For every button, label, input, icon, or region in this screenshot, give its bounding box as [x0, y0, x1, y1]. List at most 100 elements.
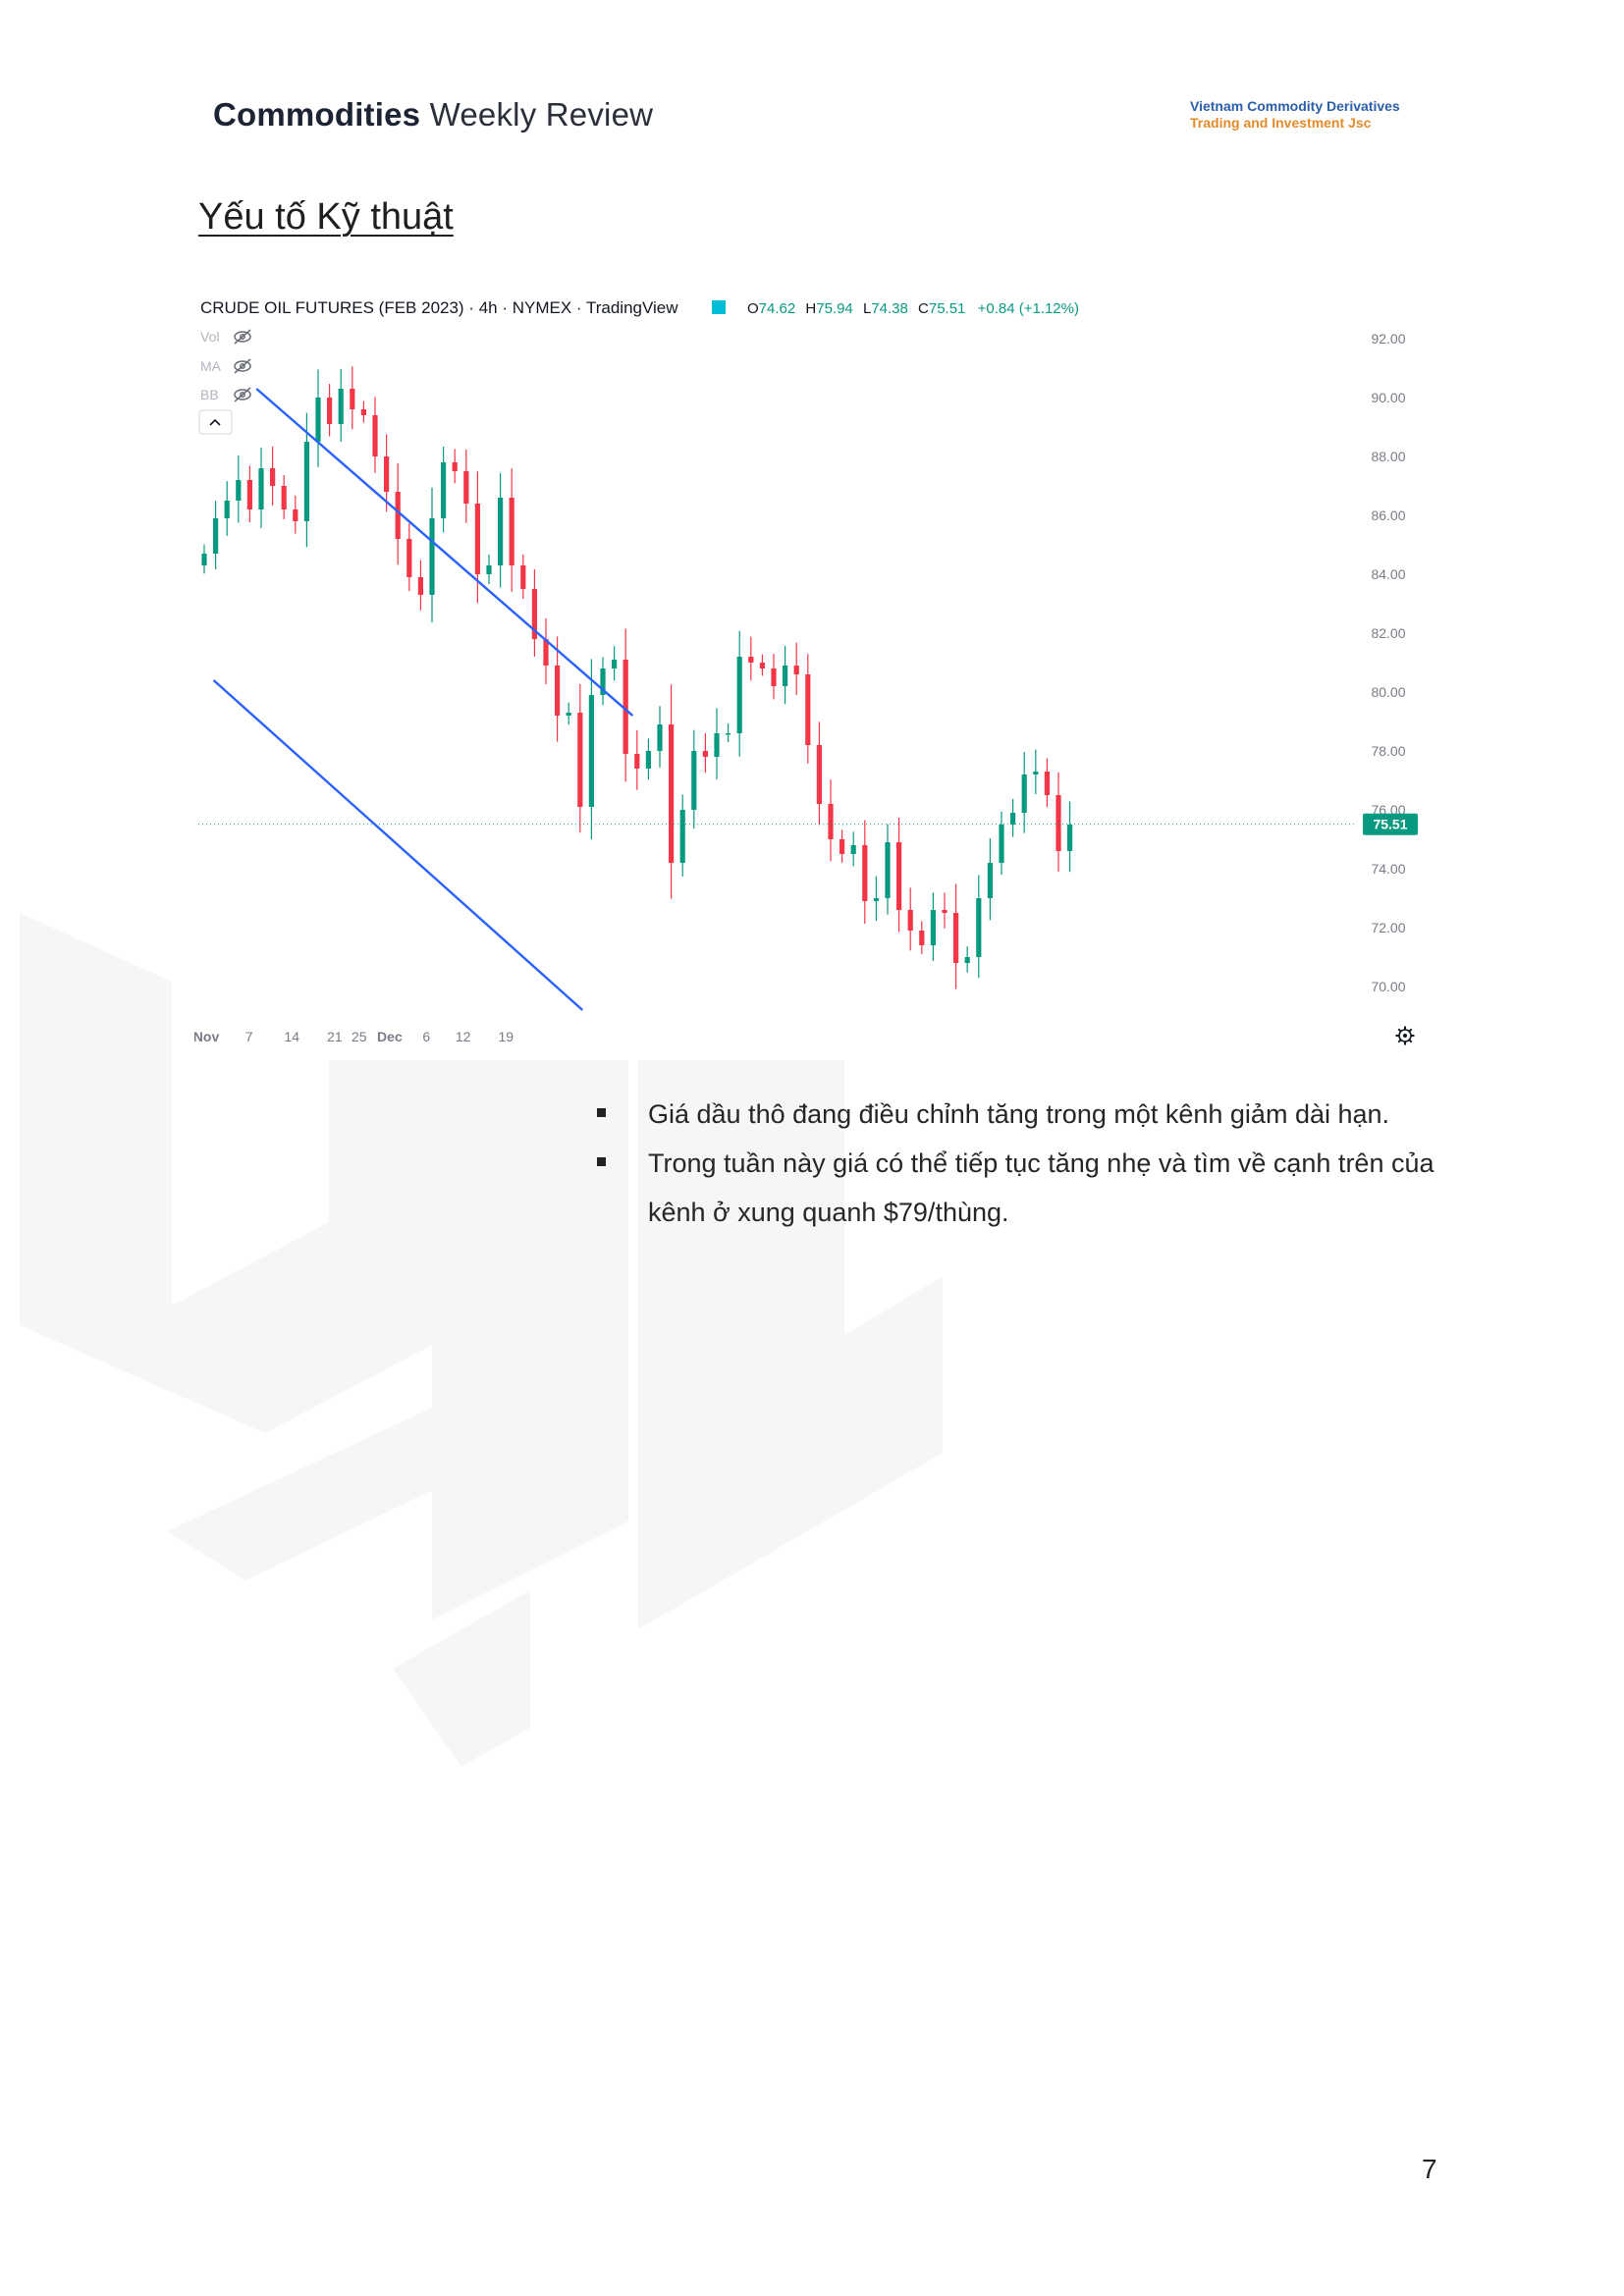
candle-body [885, 842, 891, 898]
candle-body [862, 845, 868, 901]
candle-body [907, 910, 913, 931]
eye-off-icon[interactable] [234, 358, 251, 374]
x-tick-label: 19 [498, 1029, 514, 1044]
candle-body [498, 498, 504, 565]
candle-body [543, 639, 549, 666]
x-tick-label: 7 [245, 1029, 253, 1044]
chart-title: CRUDE OIL FUTURES (FEB 2023) · 4h · NYME… [200, 298, 678, 317]
candle-body [1044, 772, 1050, 795]
candle-body [1056, 795, 1061, 851]
candle-body [1033, 772, 1039, 774]
section-title: Yếu tố Kỹ thuật [198, 196, 454, 238]
candle-body [771, 668, 777, 686]
ohlc-low: 74.38 [871, 300, 908, 317]
settings-gear-icon[interactable] [1395, 1026, 1415, 1045]
y-tick-label: 74.00 [1371, 861, 1405, 877]
square-bullet-icon [597, 1157, 606, 1166]
ohlc-close-label: C [918, 300, 929, 317]
company-name-line2: Trading and Investment Jsc [1190, 115, 1372, 131]
candle-body [486, 565, 492, 574]
candle-body [999, 825, 1004, 863]
candle-body [748, 657, 754, 663]
candle-body [953, 913, 959, 963]
ohlc-open: 74.62 [759, 300, 796, 317]
chevron-up-icon [209, 418, 221, 426]
candle-body [213, 518, 219, 554]
y-tick-label: 70.00 [1371, 979, 1405, 994]
candle-body [224, 501, 230, 518]
candle-body [793, 666, 799, 674]
candle-body [759, 663, 765, 668]
candle-body [816, 745, 822, 804]
candle-body [452, 462, 458, 471]
candle-body [327, 398, 333, 424]
candle-body [805, 674, 811, 745]
channel-line-upper [255, 388, 634, 717]
candle-body [270, 468, 276, 486]
bullet-text: Trong tuần này giá có thể tiếp tục tăng … [648, 1148, 1435, 1227]
bullet-item: Giá dầu thô đang điều chỉnh tăng trong m… [597, 1090, 1461, 1139]
collapse-indicators-button[interactable] [198, 409, 233, 435]
candle-body [474, 504, 480, 574]
candle-body [919, 931, 925, 945]
candle-body [645, 751, 651, 769]
x-tick-label: 25 [352, 1029, 367, 1044]
candle-body [555, 666, 561, 716]
x-tick-label: 21 [327, 1029, 343, 1044]
bullet-text: Giá dầu thô đang điều chỉnh tăng trong m… [648, 1099, 1390, 1129]
candle-body [828, 804, 834, 839]
y-tick-label: 92.00 [1371, 331, 1405, 347]
company-name: Vietnam Commodity Derivatives Trading an… [1190, 98, 1400, 132]
candle-body [1021, 774, 1027, 813]
price-chart: CRUDE OIL FUTURES (FEB 2023) · 4h · NYME… [194, 285, 1434, 1060]
eye-off-icon[interactable] [234, 387, 251, 402]
candle-body [588, 695, 594, 807]
candle-body [531, 589, 537, 639]
y-tick-label: 88.00 [1371, 449, 1405, 464]
candle-body [463, 471, 469, 504]
y-tick-label: 86.00 [1371, 507, 1405, 523]
ohlc-high-label: H [805, 300, 816, 317]
ohlc-change: +0.84 (+1.12%) [978, 300, 1079, 317]
candle-body [669, 724, 675, 863]
eye-off-icon[interactable] [234, 329, 251, 345]
last-price-label: 75.51 [1373, 817, 1407, 832]
candle-body [873, 898, 879, 901]
x-tick-label: Dec [377, 1029, 403, 1044]
candle-body [315, 398, 321, 442]
x-tick-label: 14 [284, 1029, 299, 1044]
candle-body [930, 910, 936, 945]
candle-body [839, 839, 845, 854]
x-tick-label: 12 [456, 1029, 471, 1044]
candle-body [714, 733, 720, 757]
candle-body [417, 577, 423, 595]
last-price-tag [1363, 813, 1418, 835]
y-tick-label: 90.00 [1371, 390, 1405, 405]
candle-body [612, 660, 618, 668]
ohlc-low-label: L [863, 300, 871, 317]
candle-body [509, 498, 514, 565]
candle-body [600, 668, 606, 695]
report-title: Commodities Weekly Review [213, 96, 653, 133]
y-tick-label: 84.00 [1371, 566, 1405, 582]
candle-body [360, 409, 366, 415]
candle-body [429, 518, 435, 595]
y-tick-label: 72.00 [1371, 920, 1405, 935]
candle-body [303, 442, 309, 521]
candle-body [281, 486, 287, 509]
candle-body [896, 842, 902, 910]
candle-body [520, 565, 526, 589]
indicator-vol: Vol [200, 329, 219, 345]
candle-body [293, 509, 298, 521]
candle-body [372, 415, 378, 456]
candle-body [1010, 813, 1016, 825]
ohlc-readout: O74.62 H75.94 L74.38 C75.51 +0.84 (+1.12… [747, 300, 1079, 317]
candle-body [1067, 825, 1073, 851]
y-tick-label: 78.00 [1371, 743, 1405, 759]
candle-body [623, 660, 628, 754]
candle-body [350, 389, 355, 409]
candle-body [634, 754, 640, 769]
candle-body [338, 389, 344, 424]
y-tick-label: 82.00 [1371, 625, 1405, 641]
report-title-light: Weekly Review [429, 96, 654, 133]
